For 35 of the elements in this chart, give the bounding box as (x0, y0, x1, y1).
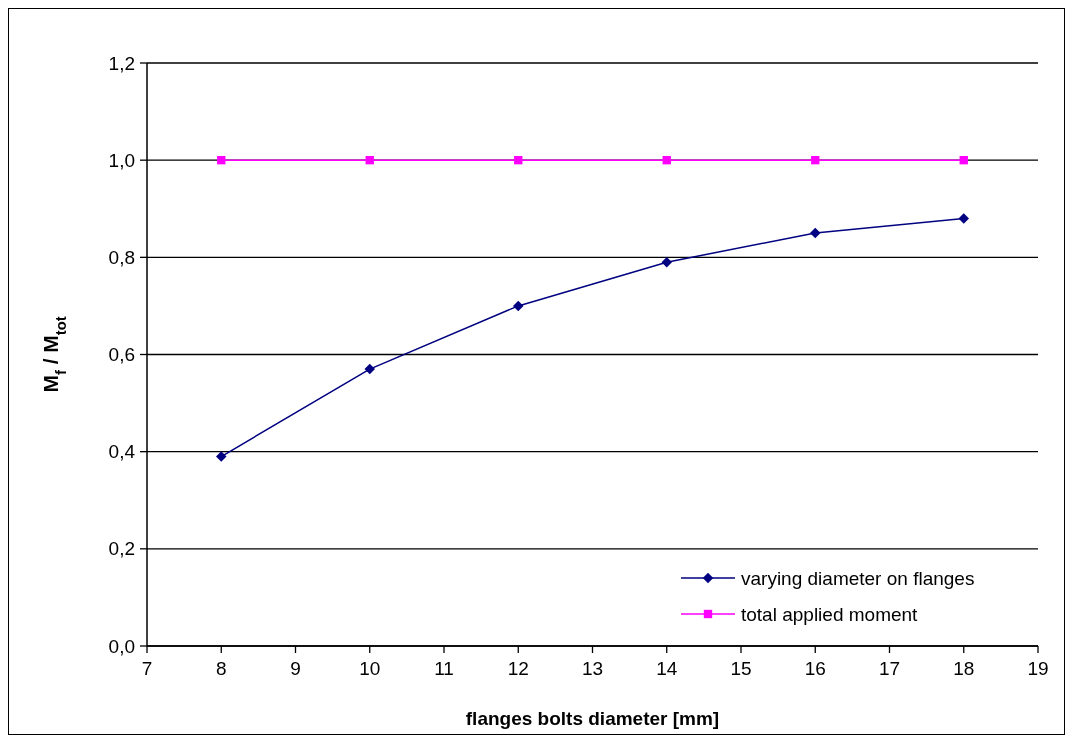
y-tick-label: 1,0 (108, 149, 135, 171)
point (661, 256, 672, 268)
point (216, 451, 227, 462)
point (514, 155, 523, 165)
legend-label: varying diameter on flanges (741, 567, 975, 589)
point (364, 363, 375, 375)
x-tick-label: 12 (507, 658, 529, 679)
point (959, 155, 968, 165)
y-tick-label: 0,8 (108, 246, 135, 268)
x-tick-label: 14 (656, 658, 678, 679)
point (513, 300, 524, 312)
point (365, 155, 374, 165)
y-tick-label: 0,2 (108, 538, 135, 560)
point (958, 213, 969, 224)
y-tick-label: 0,4 (108, 441, 136, 463)
x-tick-label: 8 (215, 658, 227, 679)
x-tick-label: 13 (581, 658, 604, 679)
x-tick-label: 7 (141, 658, 153, 679)
y-tick-label: 1,2 (108, 52, 135, 74)
point (811, 155, 820, 165)
x-tick-label: 17 (878, 658, 901, 679)
x-tick-label: 11 (434, 658, 454, 679)
y-tick-label: 0,6 (108, 344, 135, 366)
x-tick-label: 10 (359, 658, 381, 679)
x-tick-label: 18 (953, 658, 975, 679)
legend-label: total applied moment (741, 603, 919, 625)
x-tick-label: 16 (804, 658, 826, 679)
x-axis-title: flanges bolts diameter [mm] (465, 708, 720, 729)
x-tick-label: 9 (290, 658, 301, 679)
point (217, 155, 226, 165)
y-tick-label: 0,0 (108, 635, 135, 657)
x-tick-label: 19 (1027, 658, 1049, 679)
point (662, 155, 671, 165)
x-tick-label: 15 (730, 658, 752, 679)
point (810, 227, 821, 239)
